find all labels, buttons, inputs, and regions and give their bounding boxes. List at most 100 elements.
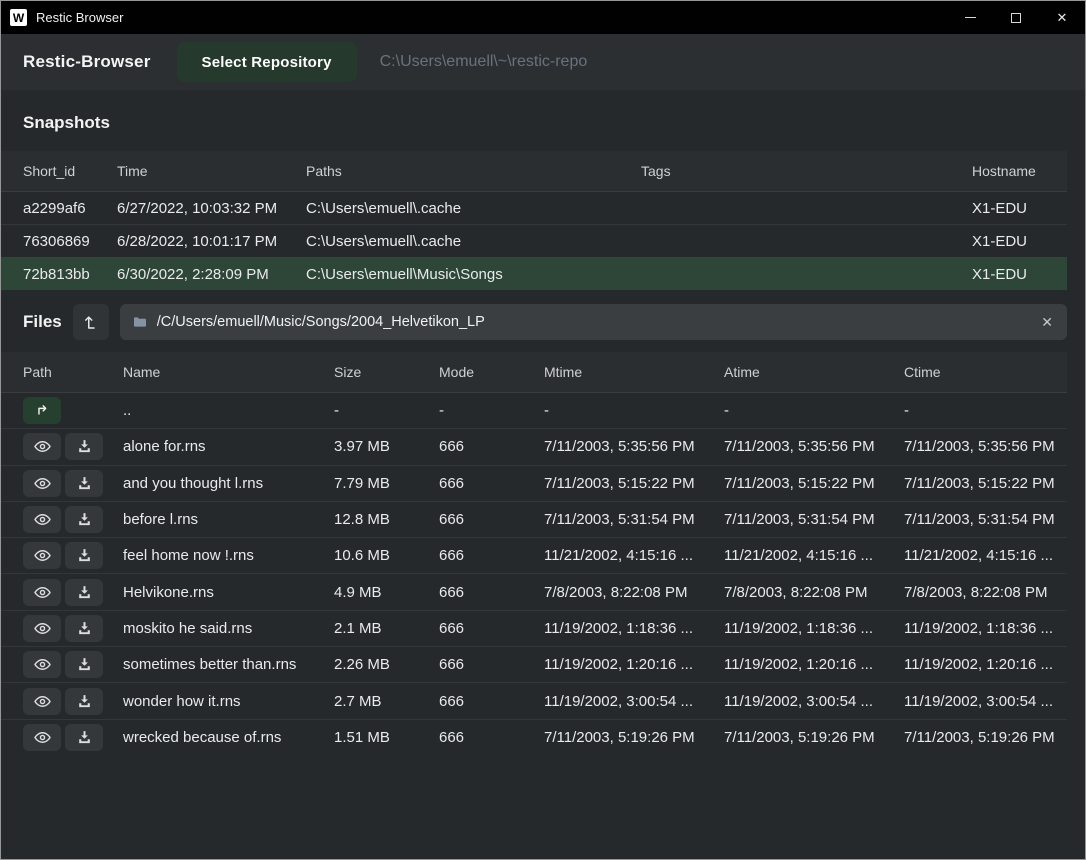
view-file-button[interactable]	[23, 506, 61, 533]
download-file-button[interactable]	[65, 724, 103, 751]
file-size: 1.51 MB	[334, 729, 439, 746]
file-ctime: 7/8/2003, 8:22:08 PM	[904, 584, 1067, 601]
file-size: 10.6 MB	[334, 547, 439, 564]
file-row: Helvikone.rns 4.9 MB 666 7/8/2003, 8:22:…	[1, 573, 1067, 609]
eye-icon	[33, 655, 52, 674]
download-icon	[76, 547, 93, 564]
download-file-button[interactable]	[65, 688, 103, 715]
file-row: feel home now !.rns 10.6 MB 666 11/21/20…	[1, 537, 1067, 573]
download-file-button[interactable]	[65, 579, 103, 606]
file-atime: 7/11/2003, 5:31:54 PM	[724, 511, 904, 528]
file-atime: 11/21/2002, 4:15:16 ...	[724, 547, 904, 564]
view-file-button[interactable]	[23, 579, 61, 606]
snapshot-time: 6/28/2022, 10:01:17 PM	[117, 233, 306, 250]
file-mtime: 7/11/2003, 5:15:22 PM	[544, 475, 724, 492]
snapshots-title: Snapshots	[1, 90, 1085, 133]
app-logo-icon: W	[10, 9, 27, 26]
file-mtime: 11/21/2002, 4:15:16 ...	[544, 547, 724, 564]
files-title: Files	[23, 312, 62, 332]
file-name: Helvikone.rns	[123, 584, 334, 601]
file-mtime: 7/11/2003, 5:19:26 PM	[544, 729, 724, 746]
select-repository-button[interactable]: Select Repository	[177, 42, 357, 82]
download-icon	[76, 656, 93, 673]
title-bar: W Restic Browser ✕	[1, 1, 1085, 34]
file-atime: 7/11/2003, 5:19:26 PM	[724, 729, 904, 746]
file-ctime: 7/11/2003, 5:19:26 PM	[904, 729, 1067, 746]
download-file-button[interactable]	[65, 433, 103, 460]
column-header-name: Name	[123, 364, 334, 380]
download-icon	[76, 511, 93, 528]
go-to-root-button[interactable]	[73, 304, 109, 340]
view-file-button[interactable]	[23, 615, 61, 642]
file-size: 3.97 MB	[334, 438, 439, 455]
file-atime: 7/8/2003, 8:22:08 PM	[724, 584, 904, 601]
download-file-button[interactable]	[65, 615, 103, 642]
snapshot-short-id: 72b813bb	[23, 266, 117, 283]
file-ctime: 11/21/2002, 4:15:16 ...	[904, 547, 1067, 564]
view-file-button[interactable]	[23, 688, 61, 715]
file-size: 2.1 MB	[334, 620, 439, 637]
snapshots-table-header: Short_id Time Paths Tags Hostname	[1, 151, 1067, 191]
view-file-button[interactable]	[23, 724, 61, 751]
eye-icon	[33, 728, 52, 747]
snapshot-time: 6/27/2022, 10:03:32 PM	[117, 200, 306, 217]
close-icon: ✕	[1057, 11, 1068, 24]
file-mtime: 11/19/2002, 1:20:16 ...	[544, 656, 724, 673]
view-file-button[interactable]	[23, 542, 61, 569]
view-file-button[interactable]	[23, 433, 61, 460]
file-atime: 7/11/2003, 5:15:22 PM	[724, 475, 904, 492]
go-up-directory-button[interactable]	[23, 397, 61, 424]
snapshots-table-body: a2299af6 6/27/2022, 10:03:32 PM C:\Users…	[1, 191, 1085, 290]
file-mode: 666	[439, 511, 544, 528]
download-icon	[76, 620, 93, 637]
view-file-button[interactable]	[23, 470, 61, 497]
file-name: moskito he said.rns	[123, 620, 334, 637]
file-size: 2.7 MB	[334, 693, 439, 710]
view-file-button[interactable]	[23, 651, 61, 678]
clear-path-button[interactable]: ✕	[1039, 313, 1055, 331]
column-header-mode: Mode	[439, 364, 544, 380]
download-file-button[interactable]	[65, 542, 103, 569]
app-title: Restic-Browser	[23, 52, 151, 72]
download-file-button[interactable]	[65, 651, 103, 678]
file-row: sometimes better than.rns 2.26 MB 666 11…	[1, 646, 1067, 682]
file-mode: 666	[439, 547, 544, 564]
files-bar: Files /C/Users/emuell/Music/Songs/2004_H…	[23, 304, 1067, 340]
file-row: wonder how it.rns 2.7 MB 666 11/19/2002,…	[1, 682, 1067, 718]
file-size: 2.26 MB	[334, 656, 439, 673]
close-button[interactable]: ✕	[1039, 1, 1085, 34]
snapshot-hostname: X1-EDU	[972, 233, 1067, 250]
download-file-button[interactable]	[65, 506, 103, 533]
file-row: alone for.rns 3.97 MB 666 7/11/2003, 5:3…	[1, 428, 1067, 464]
main-content: Snapshots Short_id Time Paths Tags Hostn…	[1, 90, 1085, 859]
file-name: sometimes better than.rns	[123, 656, 334, 673]
column-header-paths: Paths	[306, 163, 641, 179]
file-name: and you thought l.rns	[123, 475, 334, 492]
download-icon	[76, 729, 93, 746]
snapshot-row[interactable]: 76306869 6/28/2022, 10:01:17 PM C:\Users…	[1, 224, 1067, 257]
file-size: 4.9 MB	[334, 584, 439, 601]
file-atime: 11/19/2002, 3:00:54 ...	[724, 693, 904, 710]
file-path-input[interactable]: /C/Users/emuell/Music/Songs/2004_Helveti…	[120, 304, 1067, 340]
column-header-size: Size	[334, 364, 439, 380]
snapshot-hostname: X1-EDU	[972, 266, 1067, 283]
app-header: Restic-Browser Select Repository C:\User…	[1, 34, 1085, 90]
download-file-button[interactable]	[65, 470, 103, 497]
minimize-button[interactable]	[947, 1, 993, 34]
column-header-tags: Tags	[641, 163, 972, 179]
snapshot-row[interactable]: 72b813bb 6/30/2022, 2:28:09 PM C:\Users\…	[1, 257, 1067, 290]
file-mode: 666	[439, 693, 544, 710]
file-mtime: -	[544, 402, 724, 419]
snapshot-row[interactable]: a2299af6 6/27/2022, 10:03:32 PM C:\Users…	[1, 191, 1067, 224]
column-header-atime: Atime	[724, 364, 904, 380]
window-title: Restic Browser	[36, 10, 123, 25]
maximize-button[interactable]	[993, 1, 1039, 34]
file-mtime: 7/8/2003, 8:22:08 PM	[544, 584, 724, 601]
download-icon	[76, 584, 93, 601]
file-atime: 11/19/2002, 1:18:36 ...	[724, 620, 904, 637]
file-size: 12.8 MB	[334, 511, 439, 528]
eye-icon	[33, 437, 52, 456]
file-ctime: 11/19/2002, 1:20:16 ...	[904, 656, 1067, 673]
eye-icon	[33, 546, 52, 565]
snapshot-paths: C:\Users\emuell\Music\Songs	[306, 266, 641, 283]
